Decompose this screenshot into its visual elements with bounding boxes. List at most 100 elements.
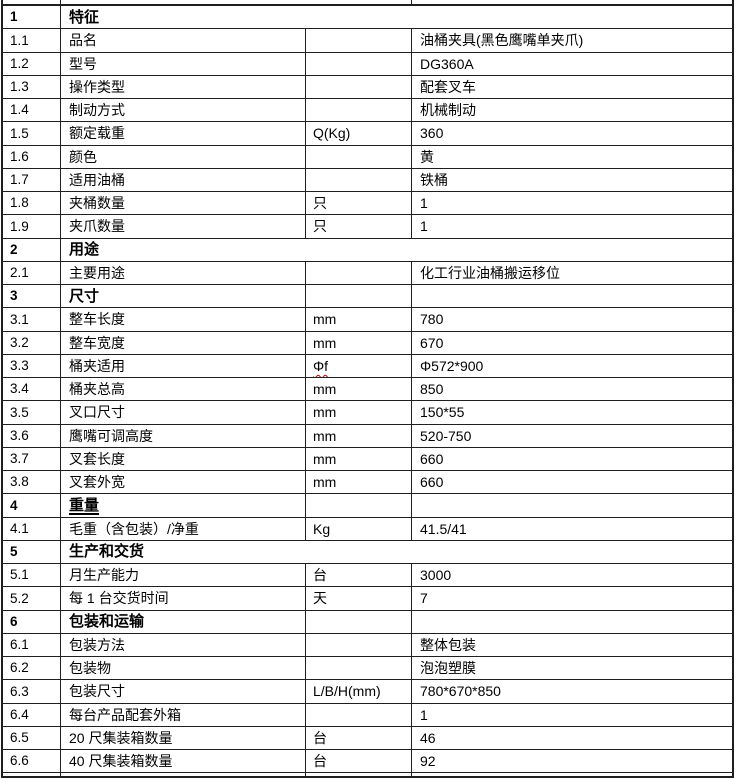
item-number-cell: 6.3 — [3, 680, 61, 703]
value-cell-text: 360 — [420, 125, 444, 142]
value-cell: 化工行业油桶搬运移位 — [412, 262, 732, 284]
unit-cell — [306, 99, 412, 122]
section-title-cell: 用途 — [61, 239, 732, 261]
attribute-name-cell: 月生产能力 — [61, 564, 306, 587]
attribute-name-cell-text: 整车长度 — [69, 311, 125, 328]
attribute-name-cell-text: 制动方式 — [69, 102, 125, 119]
attribute-name-cell-text: 毛重（含包装）/净重 — [69, 520, 199, 537]
attribute-name-cell-text: 包装方法 — [69, 636, 125, 653]
attribute-name-cell: 叉套长度 — [61, 447, 306, 470]
item-number-cell: 3.5 — [3, 401, 61, 424]
item-number-cell: 4.1 — [3, 517, 61, 540]
unit-cell: 只 — [306, 192, 412, 215]
value-cell-text: 1 — [420, 195, 428, 212]
item-number-cell: 6 — [3, 610, 61, 633]
value-cell-text: 整体包装 — [420, 636, 476, 653]
unit-cell-text: 只 — [313, 218, 327, 235]
item-number-cell: 1 — [3, 6, 61, 29]
attribute-name-cell-text: 重量 — [69, 496, 100, 514]
unit-cell-text: 台 — [313, 567, 327, 584]
spec-table-body: 1 特征 1.1 品名 油桶夹具(黑色鹰嘴单夹爪) 1.2 型号 DG360A 1.3 操作类型 配… — [3, 6, 732, 774]
attribute-name-cell: 操作类型 — [61, 75, 306, 98]
unit-cell: mm — [306, 331, 412, 354]
attribute-name-cell-text: 每台产品配套外箱 — [69, 706, 181, 723]
attribute-name-cell: 重量 — [61, 494, 306, 517]
spec-row: 6.3 包装尺寸 L/B/H(mm) 780*670*850 — [3, 680, 732, 704]
item-number-cell-text: 6.4 — [10, 706, 29, 722]
value-cell-text: 1 — [420, 706, 428, 723]
spec-row: 6.2 包装物 泡泡塑膜 — [3, 657, 732, 681]
item-number-cell-text: 6.2 — [10, 660, 29, 676]
value-cell-text: 780 — [420, 311, 444, 328]
item-number-cell-text: 4 — [10, 497, 18, 513]
item-number-cell-text: 1.2 — [10, 55, 29, 71]
item-number-cell: 3.4 — [3, 378, 61, 401]
unit-cell: mm — [306, 308, 412, 331]
spec-row: 1.4 制动方式 机械制动 — [3, 99, 732, 123]
attribute-name-cell-text: 包装物 — [69, 660, 111, 677]
value-cell-text: 46 — [420, 729, 436, 746]
spec-row: 1.6 颜色 黄 — [3, 145, 732, 169]
value-cell: 7 — [412, 587, 732, 609]
attribute-name-cell: 40 尺集装箱数量 — [61, 750, 306, 773]
unit-cell-text: L/B/H(mm) — [313, 683, 381, 700]
spec-row: 3.5 叉口尺寸 mm 150*55 — [3, 401, 732, 425]
value-cell: 92 — [412, 750, 732, 772]
unit-cell-text: Φf — [313, 357, 329, 374]
unit-cell-text: mm — [313, 450, 337, 467]
value-cell-text: 铁桶 — [420, 171, 448, 188]
attribute-name-cell-text: 颜色 — [69, 148, 97, 165]
unit-cell: 天 — [306, 587, 412, 610]
attribute-name-cell-text: 叉套长度 — [69, 450, 125, 467]
item-number-cell-text: 1.3 — [10, 79, 29, 95]
attribute-name-cell: 整车长度 — [61, 308, 306, 331]
spec-row: 5.2 每 1 台交货时间 天 7 — [3, 587, 732, 611]
item-number-cell: 1.5 — [3, 122, 61, 145]
spec-row: 3.7 叉套长度 mm 660 — [3, 447, 732, 471]
spec-row: 6.1 包装方法 整体包装 — [3, 633, 732, 657]
item-number-cell-text: 1.4 — [10, 102, 29, 118]
item-number-cell: 5 — [3, 540, 61, 563]
unit-cell — [306, 145, 412, 168]
attribute-name-cell-text: 额定载重 — [69, 125, 125, 142]
unit-cell: mm — [306, 471, 412, 494]
value-cell: 1 — [412, 704, 732, 726]
unit-cell-text: 台 — [313, 753, 327, 770]
section-row: 5 生产和交货 — [3, 540, 732, 564]
attribute-name-cell: 包装尺寸 — [61, 680, 306, 703]
unit-cell: 台 — [306, 726, 412, 749]
value-cell: 150*55 — [412, 401, 732, 423]
item-number-cell-text: 6.6 — [10, 753, 29, 769]
spec-row: 3.8 叉套外宽 mm 660 — [3, 471, 732, 495]
attribute-name-cell: 主要用途 — [61, 261, 306, 284]
attribute-name-cell: 型号 — [61, 52, 306, 75]
value-cell: 660 — [412, 471, 732, 493]
unit-cell — [306, 52, 412, 75]
partial-row-top — [3, 0, 732, 6]
attribute-name-cell: 包装和运输 — [61, 610, 306, 633]
section-title-cell-text: 用途 — [69, 241, 100, 259]
attribute-name-cell-text: 尺寸 — [69, 287, 100, 305]
value-cell: DG360A — [412, 53, 732, 75]
value-cell-text: 配套叉车 — [420, 78, 476, 95]
attribute-name-cell-text: 20 尺集装箱数量 — [69, 729, 173, 746]
attribute-name-cell-text: 40 尺集装箱数量 — [69, 753, 173, 770]
unit-cell: Q(Kg) — [306, 122, 412, 145]
item-number-cell-text: 6 — [10, 613, 18, 629]
attribute-name-cell-text: 操作类型 — [69, 78, 125, 95]
spec-row: 6.4 每台产品配套外箱 1 — [3, 703, 732, 727]
value-cell-text: 泡泡塑膜 — [420, 660, 476, 677]
item-number-cell-text: 3.3 — [10, 358, 29, 374]
item-number-cell: 3.8 — [3, 471, 61, 494]
unit-cell-text: mm — [313, 311, 337, 328]
value-cell — [412, 494, 732, 516]
section-title-cell: 生产和交货 — [61, 541, 732, 563]
item-number-cell-text: 3.7 — [10, 451, 29, 467]
item-number-cell-text: 3 — [10, 288, 18, 304]
value-cell-text: 机械制动 — [420, 102, 476, 119]
spec-row: 2.1 主要用途 化工行业油桶搬运移位 — [3, 261, 732, 285]
unit-cell: mm — [306, 378, 412, 401]
unit-cell — [306, 657, 412, 680]
item-number-cell: 3.7 — [3, 447, 61, 470]
